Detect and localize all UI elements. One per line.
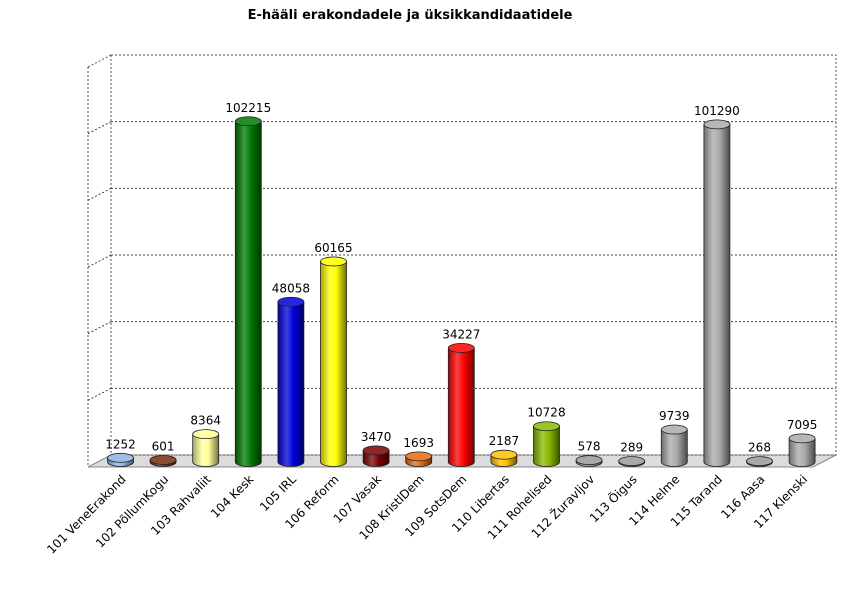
bar-3 [192,429,220,467]
value-label: 60165 [314,241,352,255]
gridline-side [87,321,112,335]
value-label: 34227 [442,327,480,341]
bar-11 [533,421,560,467]
value-label: 268 [748,441,771,455]
gridline-side [87,121,112,135]
bar-7 [362,445,390,467]
gridline-side [87,254,112,268]
bar-14 [660,424,688,467]
value-label: 289 [620,441,643,455]
bar-12 [575,455,603,467]
value-label: 8364 [190,414,221,428]
value-label: 9739 [659,409,690,423]
value-label: 10728 [527,406,565,420]
bar-15 [703,119,731,467]
value-label: 102215 [225,101,271,115]
gridline-side [87,187,112,201]
category-label: 105 IRL [257,472,299,514]
bar-9 [447,343,475,467]
value-label: 578 [578,440,601,454]
value-label: 3470 [361,430,392,444]
value-label: 2187 [489,434,520,448]
value-label: 101290 [694,104,740,118]
bar-6 [320,256,347,467]
category-label: 102 PõllumKogu [93,472,171,550]
gridline-side [87,387,112,401]
value-label: 1252 [105,437,136,451]
value-label: 7095 [787,418,818,432]
value-label: 48058 [272,281,310,295]
bar-17 [788,433,816,467]
bar-13 [618,456,646,467]
bar-5 [277,296,305,467]
bar-8 [405,451,433,467]
chart-title: E-hääli erakondadele ja üksikkandidaatid… [247,8,573,23]
bar-10 [490,449,518,467]
bar-1 [107,452,134,467]
category-label: 104 Kesk [208,472,257,521]
bar-4 [234,116,262,467]
chart-left-wall-top [87,54,112,68]
value-label: 601 [152,439,175,453]
bar-16 [746,456,773,467]
value-label: 1693 [403,436,434,450]
category-label: 101 VeneErakond [44,472,128,556]
bar-2 [149,455,177,467]
